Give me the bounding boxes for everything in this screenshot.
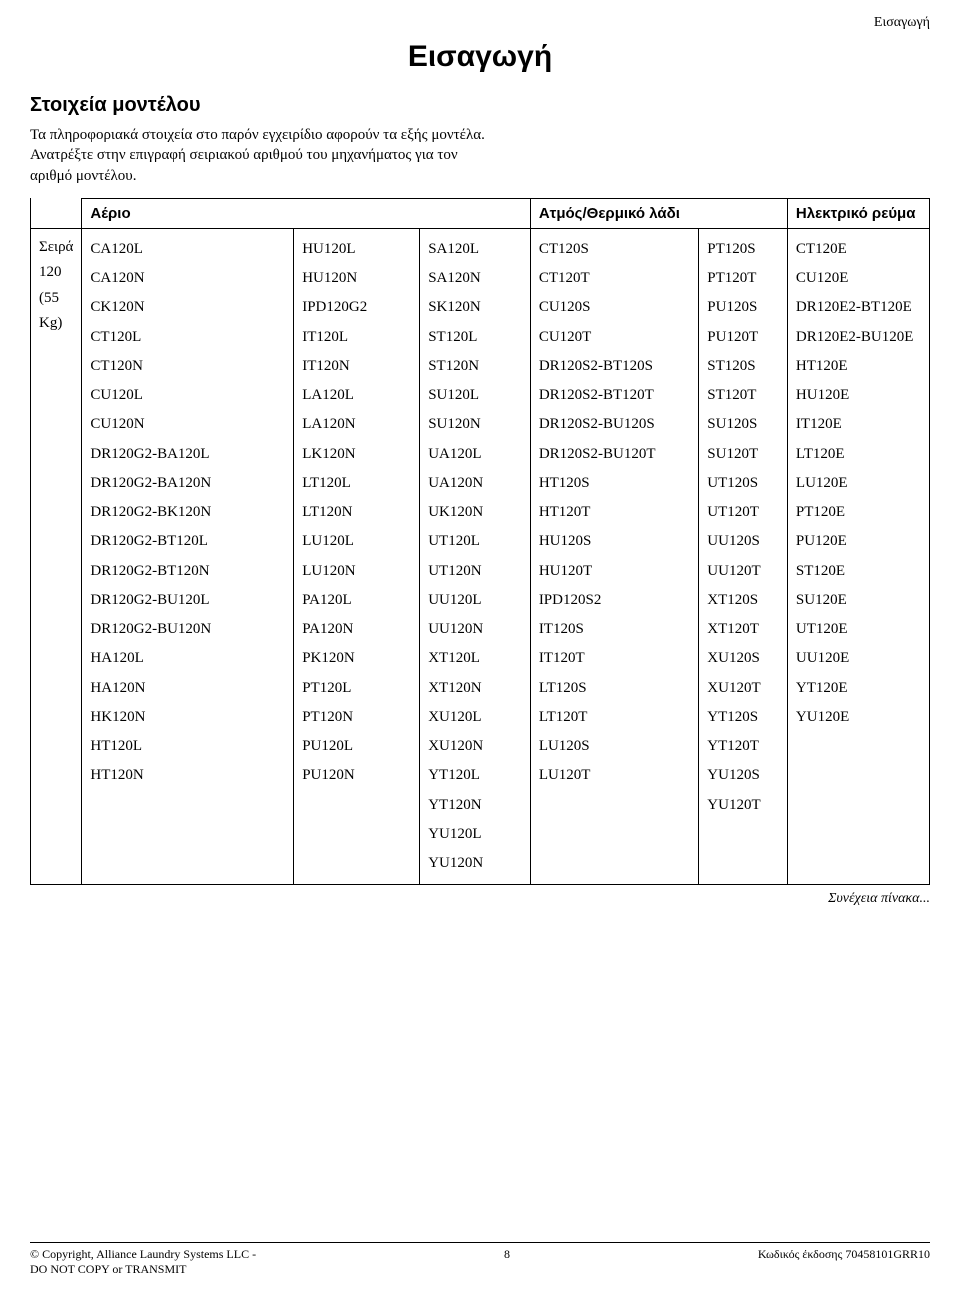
section-title: Στοιχεία μοντέλου xyxy=(30,94,930,117)
header-steam: Ατμός/Θερμικό λάδι xyxy=(530,198,787,228)
page-footer: © Copyright, Alliance Laundry Systems LL… xyxy=(30,1242,930,1277)
models-table: Αέριο Ατμός/Θερμικό λάδι Ηλεκτρικό ρεύμα… xyxy=(30,198,930,886)
page-header-label: Εισαγωγή xyxy=(874,15,930,31)
footer-copyright-line2: DO NOT COPY or TRANSMIT xyxy=(30,1262,186,1276)
header-aero: Αέριο xyxy=(82,198,530,228)
row-label-cell: Σειρά 120 (55 Kg) xyxy=(31,228,82,885)
col-6: CT120ECU120EDR120E2-BT120EDR120E2-BU120E… xyxy=(787,228,929,885)
table-data-row: Σειρά 120 (55 Kg) CA120LCA120NCK120NCT12… xyxy=(31,228,930,885)
col-4: CT120SCT120TCU120SCU120TDR120S2-BT120SDR… xyxy=(530,228,698,885)
footer-copyright: © Copyright, Alliance Laundry Systems LL… xyxy=(30,1247,256,1277)
col-5: PT120SPT120TPU120SPU120TST120SST120TSU12… xyxy=(699,228,788,885)
footer-page-number: 8 xyxy=(504,1247,510,1277)
col-2: HU120LHU120NIPD120G2IT120LIT120NLA120LLA… xyxy=(294,228,420,885)
footer-copyright-line1: © Copyright, Alliance Laundry Systems LL… xyxy=(30,1247,256,1261)
main-title: Εισαγωγή xyxy=(30,40,930,74)
col-3: SA120LSA120NSK120NST120LST120NSU120LSU12… xyxy=(420,228,531,885)
col-1: CA120LCA120NCK120NCT120LCT120NCU120LCU12… xyxy=(82,228,294,885)
footer-doc-code: Κωδικός έκδοσης 70458101GRR10 xyxy=(758,1247,930,1277)
table-header-row: Αέριο Ατμός/Θερμικό λάδι Ηλεκτρικό ρεύμα xyxy=(31,198,930,228)
row-label-1: Σειρά 120 xyxy=(39,235,73,286)
intro-paragraph: Τα πληροφοριακά στοιχεία στο παρόν εγχει… xyxy=(30,125,490,186)
continuation-note: Συνέχεια πίνακα... xyxy=(30,891,930,907)
row-label-2: (55 Kg) xyxy=(39,286,73,337)
header-electric: Ηλεκτρικό ρεύμα xyxy=(787,198,929,228)
